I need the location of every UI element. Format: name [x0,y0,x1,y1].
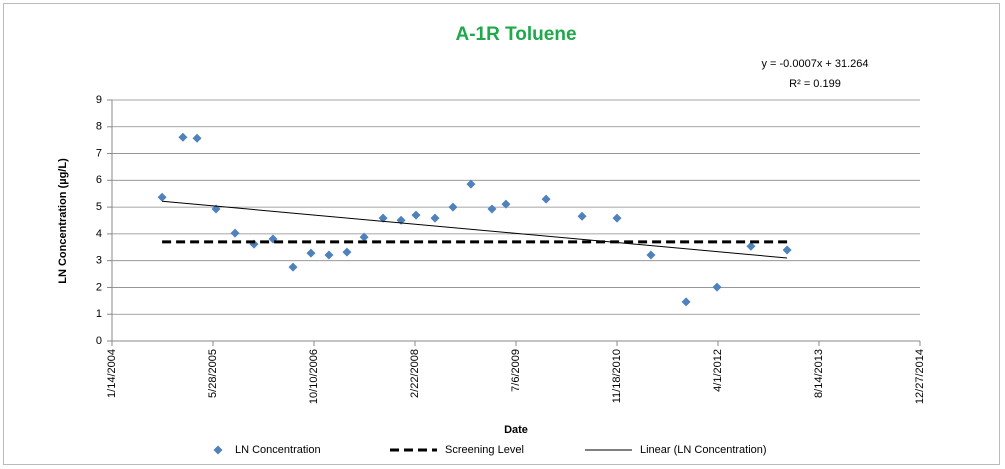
data-point [378,213,388,223]
legend-label: LN Concentration [235,444,321,456]
x-tick-label: 10/10/2006 [308,349,320,404]
x-tick-label: 2/22/2008 [409,349,421,398]
data-point [192,133,202,143]
chart-title: A-1R Toluene [455,24,576,45]
x-tick-label: 7/6/2009 [510,349,522,392]
x-tick-label: 5/28/2005 [207,349,219,398]
x-axis-label: Date [504,424,528,436]
annotation: y = -0.0007x + 31.264 [761,58,868,70]
data-point [466,179,476,189]
y-tick-label: 2 [96,281,102,293]
data-point [501,199,511,209]
x-tick-label: 4/1/2012 [712,349,724,392]
data-point [157,192,167,202]
data-point [230,228,240,238]
data-point [746,241,756,251]
legend-marker [213,445,223,455]
data-point [612,213,622,223]
data-point [306,248,316,258]
y-tick-label: 7 [96,147,102,159]
y-tick-label: 0 [96,335,102,347]
data-point [324,250,334,260]
data-point [712,282,722,292]
data-point [681,297,691,307]
data-point [646,250,656,260]
data-point [359,232,369,242]
data-point [342,247,352,257]
data-point [430,213,440,223]
annotation: R² = 0.199 [789,78,841,90]
data-point [178,132,188,142]
legend-label: Linear (LN Concentration) [640,444,767,456]
data-point [541,194,551,204]
data-point [487,204,497,214]
data-point [782,245,792,255]
x-tick-label: 8/14/2013 [813,349,825,398]
y-tick-label: 8 [96,121,102,133]
y-tick-label: 6 [96,174,102,186]
x-tick-label: 11/18/2010 [611,349,623,403]
series-line [162,200,788,259]
y-tick-label: 4 [96,228,102,240]
y-tick-label: 5 [96,201,102,213]
data-point [448,202,458,212]
legend-label: Screening Level [445,444,524,456]
y-tick-label: 3 [96,255,102,267]
x-tick-label: 12/27/2014 [914,349,926,404]
y-axis-label: LN Concentration (µg/L) [57,158,69,284]
data-point [577,211,587,221]
x-tick-label: 1/14/2004 [106,349,118,398]
data-point [288,262,298,272]
y-tick-label: 9 [96,94,102,106]
y-tick-label: 1 [96,308,102,320]
data-point [411,210,421,220]
